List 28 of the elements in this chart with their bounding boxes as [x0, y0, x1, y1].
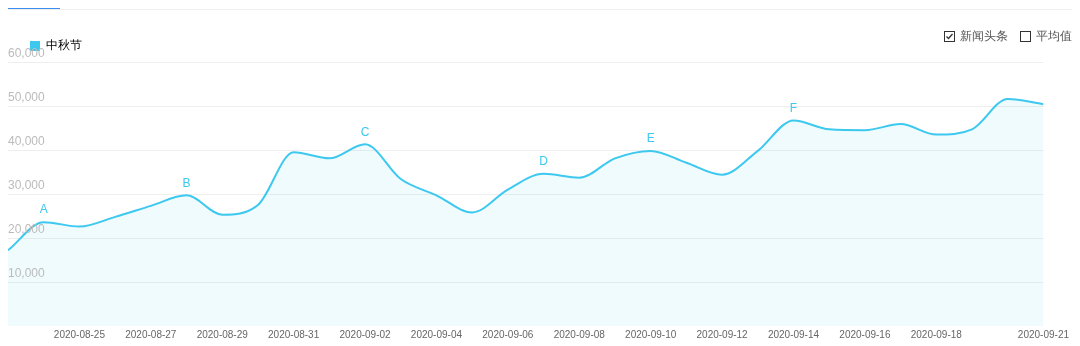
x-tick-label: 2020-09-06 — [482, 328, 534, 340]
annotation: A — [39, 202, 48, 217]
y-tick-label: 40,000 — [8, 134, 46, 149]
x-tick-label: 2020-08-31 — [268, 328, 320, 340]
annotation: B — [182, 175, 191, 190]
legend-label: 中秋节 — [46, 38, 82, 53]
text: 平均值 — [1036, 28, 1072, 45]
annotation: D — [539, 154, 549, 169]
y-tick-label: 50,000 — [8, 90, 46, 105]
x-tick-label: 2020-09-21 — [1017, 328, 1070, 340]
annotation: E — [646, 131, 655, 146]
x-tick-label: 2020-09-10 — [625, 328, 677, 340]
x-tick-label: 2020-08-27 — [125, 328, 177, 340]
x-tick-label: 2020-09-18 — [910, 328, 963, 340]
x-tick-label: 2020-09-02 — [339, 328, 392, 340]
x-tick-label: 2020-09-12 — [696, 328, 749, 340]
x-tick-label: 2020-09-14 — [767, 328, 820, 340]
y-tick-label: 10,000 — [8, 266, 46, 281]
x-tick-label: 2020-09-08 — [553, 328, 606, 340]
y-tick-label: 60,000 — [8, 46, 46, 61]
x-tick-label: 2020-08-25 — [53, 328, 106, 340]
text: 新闻头条 — [960, 28, 1008, 45]
y-tick-label: 30,000 — [8, 178, 46, 193]
x-tick-label: 2020-09-16 — [839, 328, 891, 340]
annotation: C — [360, 124, 370, 139]
x-tick-label: 2020-09-04 — [410, 328, 463, 340]
x-tick-label: 2020-08-29 — [196, 328, 249, 340]
annotation: F — [789, 100, 798, 115]
